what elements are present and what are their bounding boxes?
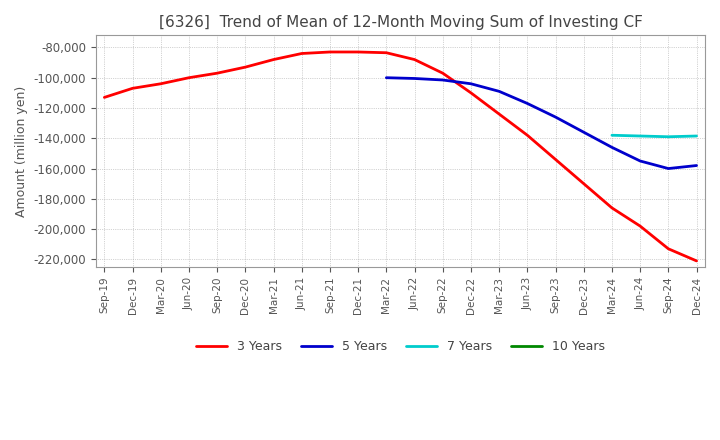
5 Years — [664, 166, 672, 171]
Line: 7 Years: 7 Years — [612, 135, 696, 137]
Legend: 3 Years, 5 Years, 7 Years, 10 Years: 3 Years, 5 Years, 7 Years, 10 Years — [191, 335, 611, 358]
3 Years — [608, 205, 616, 211]
3 Years — [664, 246, 672, 251]
3 Years — [354, 49, 362, 55]
Title: [6326]  Trend of Mean of 12-Month Moving Sum of Investing CF: [6326] Trend of Mean of 12-Month Moving … — [158, 15, 642, 30]
3 Years — [636, 224, 644, 229]
3 Years — [184, 75, 193, 81]
3 Years — [325, 49, 334, 55]
3 Years — [100, 95, 109, 100]
Y-axis label: Amount (million yen): Amount (million yen) — [15, 85, 28, 217]
3 Years — [297, 51, 306, 56]
7 Years — [608, 132, 616, 138]
3 Years — [552, 157, 560, 162]
3 Years — [692, 258, 701, 264]
3 Years — [213, 70, 222, 76]
3 Years — [523, 132, 531, 138]
5 Years — [636, 158, 644, 164]
3 Years — [241, 65, 250, 70]
5 Years — [495, 89, 503, 94]
3 Years — [495, 111, 503, 117]
Line: 5 Years: 5 Years — [387, 78, 696, 169]
5 Years — [467, 81, 475, 86]
5 Years — [692, 163, 701, 168]
Line: 3 Years: 3 Years — [104, 52, 696, 261]
5 Years — [608, 145, 616, 150]
3 Years — [580, 181, 588, 186]
5 Years — [438, 77, 447, 83]
3 Years — [467, 90, 475, 95]
7 Years — [664, 134, 672, 139]
3 Years — [269, 57, 278, 62]
3 Years — [410, 57, 419, 62]
7 Years — [692, 133, 701, 139]
3 Years — [438, 70, 447, 76]
5 Years — [523, 101, 531, 106]
3 Years — [156, 81, 165, 86]
3 Years — [382, 50, 391, 55]
5 Years — [580, 130, 588, 135]
3 Years — [128, 86, 137, 91]
5 Years — [410, 76, 419, 81]
5 Years — [552, 114, 560, 120]
5 Years — [382, 75, 391, 81]
7 Years — [636, 133, 644, 139]
